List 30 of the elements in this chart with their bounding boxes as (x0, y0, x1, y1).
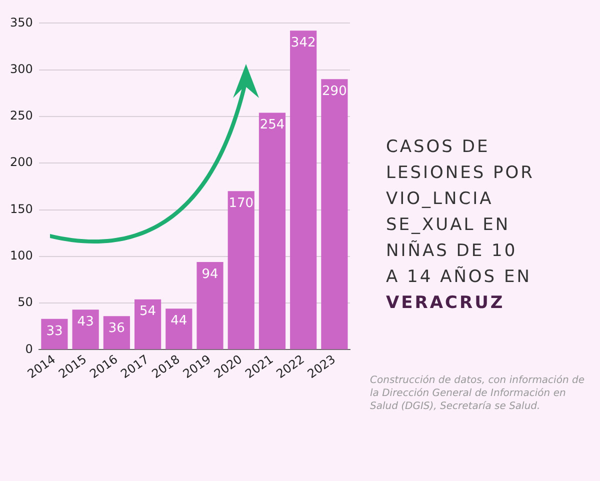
data-label: 44 (170, 314, 188, 329)
bar (258, 112, 286, 350)
y-tick-label: 0 (25, 342, 33, 356)
y-tick-label: 350 (10, 15, 33, 30)
data-label: 43 (77, 314, 94, 330)
bar (103, 316, 130, 350)
data-label: 54 (140, 304, 156, 320)
y-tick-label: 300 (10, 62, 33, 76)
bar (290, 30, 317, 350)
bar (41, 318, 68, 350)
bar (196, 262, 224, 350)
y-tick-label: 250 (10, 108, 33, 123)
text: Construcción de datos, con información de la Dirección General de Información en Salud (DGIS), Secretaría se Salud. (370, 374, 586, 413)
data-label: 170 (228, 196, 254, 211)
text: CASOS DE LESIONES POR VIO_LNCIA SE_XUAL EN NIÑAS DE 10 A 14 AÑOS EN VERACRUZ (386, 137, 534, 313)
data-label: 94 (202, 266, 218, 282)
data-label: 342 (290, 36, 316, 51)
bar (228, 191, 254, 350)
y-tick-label: 200 (10, 155, 33, 170)
data-label: 36 (108, 320, 125, 336)
bar (72, 310, 99, 350)
data-label: 290 (322, 84, 347, 100)
bar (321, 79, 348, 350)
data-label: 254 (260, 118, 285, 133)
y-tick-label: 100 (10, 248, 33, 263)
data-label: 33 (46, 324, 63, 339)
bar (134, 299, 162, 350)
y-tick-label: 50 (18, 295, 33, 310)
y-tick-label: 150 (10, 202, 33, 216)
bar (166, 308, 192, 350)
